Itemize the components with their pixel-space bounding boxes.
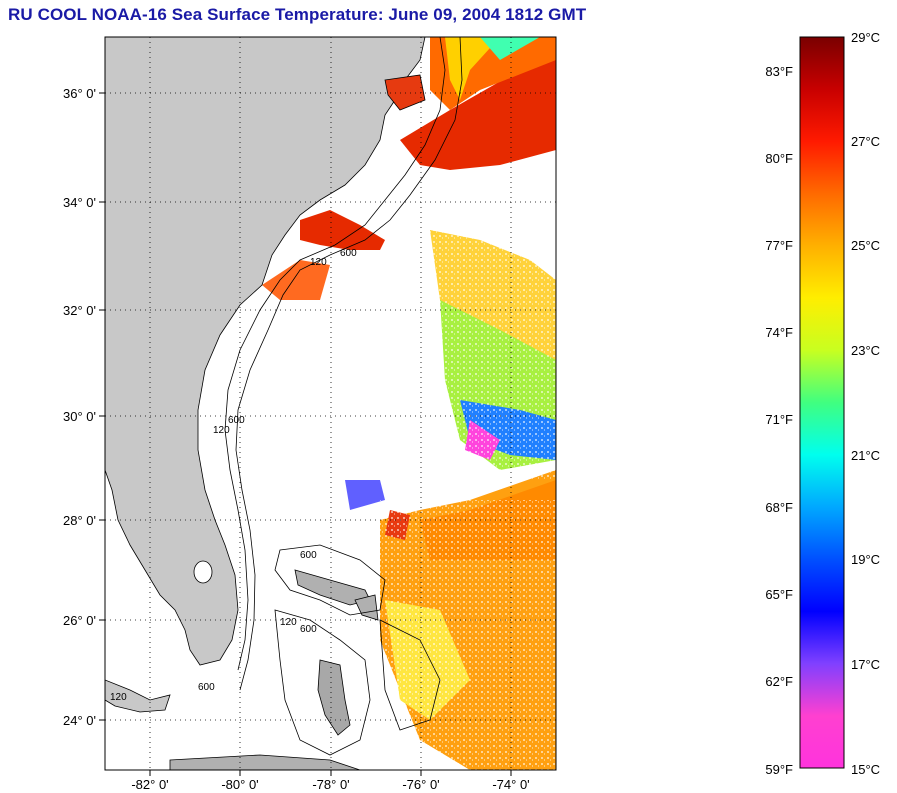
contour-label-group: 120 600 120 600 600 120 600 120 600 [110, 248, 357, 703]
us-east-coast [105, 37, 426, 666]
pamlico-sound [384, 74, 426, 111]
contour-label: 120 [213, 425, 230, 436]
lon-label: -82° 0' [131, 777, 168, 792]
celsius-label: 25°C [851, 238, 880, 253]
fahrenheit-label: 83°F [765, 64, 793, 79]
carolina-warm-plume [300, 210, 385, 250]
lat-label: 26° 0' [63, 613, 96, 628]
contour-label: 600 [198, 682, 215, 693]
celsius-label: 29°C [851, 30, 880, 45]
lat-label: 28° 0' [63, 513, 96, 528]
contour-label: 600 [300, 624, 317, 635]
contour-label: 120 [110, 692, 127, 703]
fahrenheit-label: 65°F [765, 587, 793, 602]
celsius-labels: 29°C 27°C 25°C 23°C 21°C 19°C 17°C 15°C [851, 30, 880, 777]
longitude-labels: -82° 0' -80° 0' -78° 0' -76° 0' -74° 0' [131, 777, 529, 792]
cuba-coast [169, 754, 361, 770]
lat-label: 24° 0' [63, 713, 96, 728]
florida-keys-area [105, 679, 171, 713]
blue-patch [345, 480, 385, 510]
fahrenheit-label: 62°F [765, 674, 793, 689]
lat-label: 32° 0' [63, 303, 96, 318]
lon-label: -74° 0' [492, 777, 529, 792]
contour-label: 120 [310, 257, 327, 268]
bahama-bank-contour-south [274, 609, 371, 756]
contour-label: 600 [340, 248, 357, 259]
lon-label: -76° 0' [402, 777, 439, 792]
cloud-speckle-2 [430, 230, 556, 480]
celsius-label: 19°C [851, 552, 880, 567]
shelf-cool-water [480, 37, 540, 60]
lat-label: 36° 0' [63, 86, 96, 101]
land-layer [105, 37, 426, 770]
colorbar-scale [799, 36, 845, 769]
contour-600m [235, 37, 463, 691]
fahrenheit-label: 77°F [765, 238, 793, 253]
lake-okeechobee [193, 560, 213, 584]
celsius-label: 17°C [851, 657, 880, 672]
fahrenheit-label: 68°F [765, 500, 793, 515]
gulf-stream-warm-band [400, 50, 556, 170]
contour-label: 600 [228, 415, 245, 426]
celsius-label: 15°C [851, 762, 880, 777]
contour-label: 600 [300, 550, 317, 561]
celsius-label: 23°C [851, 343, 880, 358]
map-title: RU COOL NOAA-16 Sea Surface Temperature:… [8, 5, 587, 24]
sst-data-layer [262, 37, 556, 770]
abaco-island [354, 594, 379, 621]
graticule [105, 37, 556, 770]
contour-120m [224, 37, 446, 671]
bahama-bank-contour-north [274, 544, 386, 616]
contour-label: 120 [280, 617, 297, 628]
fahrenheit-label: 74°F [765, 325, 793, 340]
fahrenheit-label: 80°F [765, 151, 793, 166]
shelf-yellow-water [445, 37, 500, 100]
lon-label: -78° 0' [312, 777, 349, 792]
fahrenheit-labels: 83°F 80°F 77°F 74°F 71°F 68°F 65°F 62°F … [765, 64, 793, 777]
lon-label: -80° 0' [221, 777, 258, 792]
lat-label: 34° 0' [63, 195, 96, 210]
andros-island [317, 659, 351, 736]
lat-label: 30° 0' [63, 409, 96, 424]
fahrenheit-label: 71°F [765, 412, 793, 427]
latitude-labels: 36° 0' 34° 0' 32° 0' 30° 0' 28° 0' 26° 0… [63, 86, 96, 728]
fahrenheit-label: 59°F [765, 762, 793, 777]
celsius-label: 21°C [851, 448, 880, 463]
warm-patch-south [262, 260, 330, 300]
axis-ticks [99, 92, 512, 776]
isobath-contours [224, 37, 463, 756]
celsius-label: 27°C [851, 134, 880, 149]
